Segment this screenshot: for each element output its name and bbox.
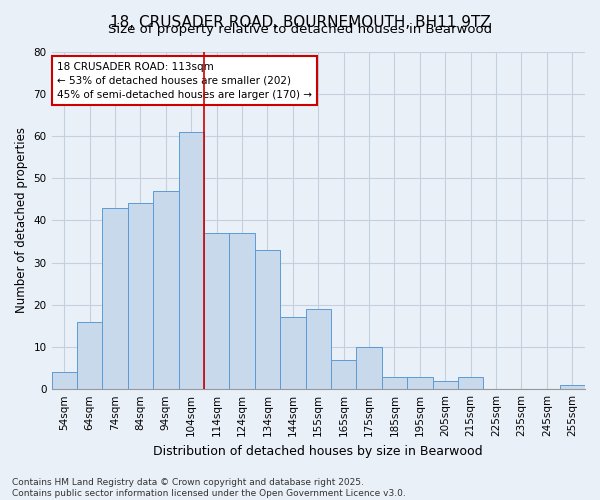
Bar — [356, 347, 382, 389]
Bar — [458, 376, 484, 389]
Y-axis label: Number of detached properties: Number of detached properties — [15, 128, 28, 314]
Bar — [433, 380, 458, 389]
Bar — [255, 250, 280, 389]
Bar — [128, 204, 153, 389]
Bar — [153, 191, 179, 389]
Text: 18 CRUSADER ROAD: 113sqm
← 53% of detached houses are smaller (202)
45% of semi-: 18 CRUSADER ROAD: 113sqm ← 53% of detach… — [57, 62, 312, 100]
Text: Contains HM Land Registry data © Crown copyright and database right 2025.
Contai: Contains HM Land Registry data © Crown c… — [12, 478, 406, 498]
Bar — [77, 322, 103, 389]
Bar — [103, 208, 128, 389]
X-axis label: Distribution of detached houses by size in Bearwood: Distribution of detached houses by size … — [154, 444, 483, 458]
Bar — [560, 385, 585, 389]
Bar — [382, 376, 407, 389]
Bar — [280, 318, 305, 389]
Bar — [179, 132, 204, 389]
Bar — [52, 372, 77, 389]
Bar — [407, 376, 433, 389]
Bar — [331, 360, 356, 389]
Bar — [305, 309, 331, 389]
Bar — [204, 233, 229, 389]
Text: 18, CRUSADER ROAD, BOURNEMOUTH, BH11 9TZ: 18, CRUSADER ROAD, BOURNEMOUTH, BH11 9TZ — [110, 15, 490, 30]
Bar — [229, 233, 255, 389]
Text: Size of property relative to detached houses in Bearwood: Size of property relative to detached ho… — [108, 22, 492, 36]
